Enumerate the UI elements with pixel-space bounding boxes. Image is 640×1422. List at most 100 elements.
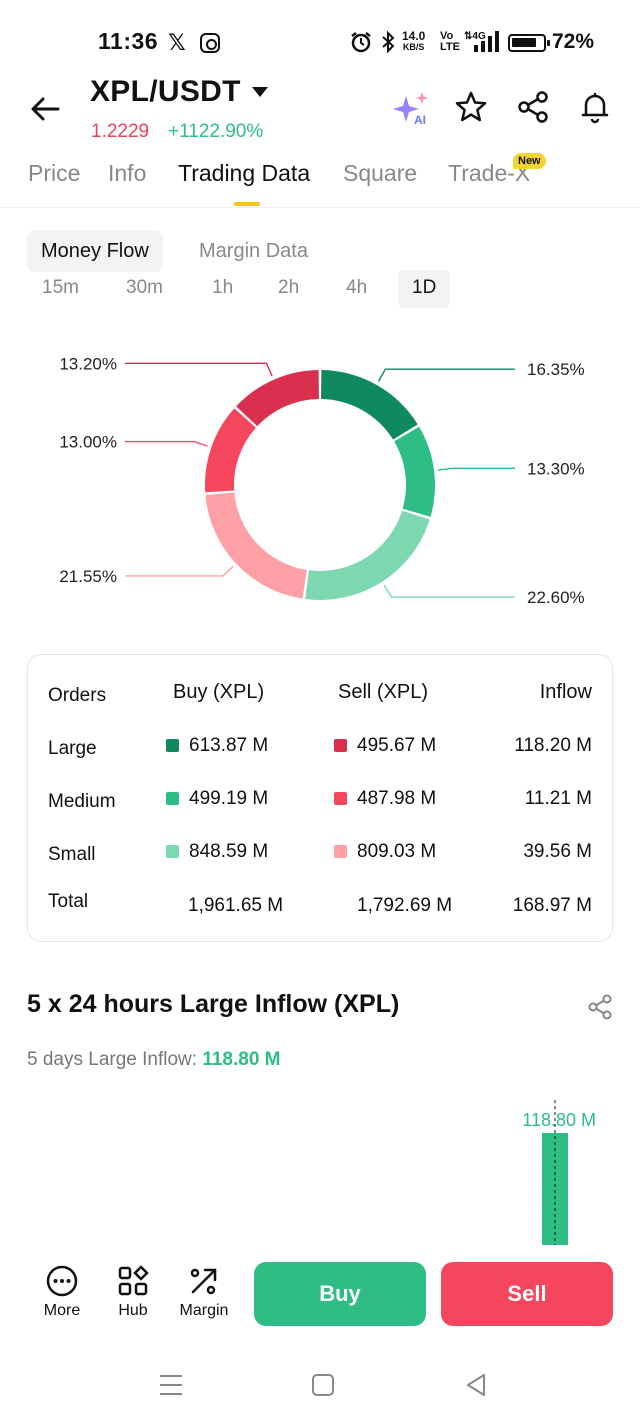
donut-slice-label: 13.20%	[59, 354, 117, 373]
new-badge: New	[513, 153, 546, 169]
alarm-icon	[351, 32, 371, 53]
tab-price[interactable]: Price	[28, 160, 81, 186]
battery-percent: 72%	[552, 30, 595, 53]
header-orders: Orders	[48, 685, 107, 706]
battery-icon	[508, 34, 550, 52]
row-small-inflow: 39.56 M	[523, 841, 592, 862]
row-small-label: Small	[48, 844, 96, 865]
row-small-buy: 848.59 M	[166, 841, 268, 863]
notification-bell-icon[interactable]	[578, 90, 612, 124]
svg-text:AI: AI	[414, 113, 426, 127]
margin-button[interactable]: Margin	[169, 1264, 239, 1320]
interval-30m[interactable]: 30m	[126, 277, 163, 298]
margin-icon	[190, 1268, 217, 1295]
donut-slice	[236, 370, 319, 427]
instagram-icon	[200, 33, 220, 53]
volte-bottom: LTE	[440, 41, 460, 53]
system-nav-bar	[0, 1352, 640, 1422]
system-back-icon[interactable]	[461, 1370, 491, 1400]
donut-slice-label: 21.55%	[59, 567, 117, 586]
favorite-star-icon[interactable]	[454, 90, 488, 124]
volte-indicator: Vo LTE	[440, 31, 460, 53]
buy-small-swatch	[166, 845, 179, 858]
more-label: More	[43, 1302, 81, 1319]
tab-trading-data[interactable]: Trading Data	[178, 160, 311, 186]
row-total-inflow: 168.97 M	[512, 895, 592, 916]
row-large-sell: 495.67 M	[334, 735, 436, 757]
header-divider	[0, 207, 640, 208]
last-price: 1.2229	[91, 121, 150, 142]
bottom-action-bar: More Hub Margin Buy Sell	[0, 1250, 640, 1340]
donut-leader-line	[437, 467, 515, 471]
pair-title[interactable]: XPL/USDT	[90, 75, 241, 108]
sell-medium-swatch	[334, 792, 347, 805]
row-small-sell-value: 809.03 M	[357, 841, 437, 862]
five-day-inflow-label: 5 days Large Inflow:	[27, 1049, 198, 1070]
row-medium-label: Medium	[48, 791, 116, 812]
large-inflow-title: 5 x 24 hours Large Inflow (XPL)	[27, 990, 400, 1018]
tab-info[interactable]: Info	[108, 160, 147, 186]
donut-leader-line	[125, 362, 273, 377]
interval-1d[interactable]: 1D	[398, 270, 451, 308]
money-flow-table: Orders Buy (XPL) Sell (XPL) Inflow Large…	[27, 654, 613, 942]
donut-slice-label: 16.35%	[527, 360, 585, 379]
back-arrow-icon[interactable]	[28, 92, 62, 126]
hub-icon	[118, 1265, 149, 1296]
interval-2h[interactable]: 2h	[278, 277, 300, 298]
row-medium-buy-value: 499.19 M	[189, 788, 269, 809]
recent-apps-icon[interactable]	[156, 1370, 186, 1400]
five-day-inflow-value: 118.80 M	[202, 1049, 281, 1070]
donut-slice	[205, 408, 256, 493]
share-icon[interactable]	[516, 90, 550, 124]
donut-leader-line	[125, 565, 234, 577]
donut-leader-line	[383, 584, 515, 598]
more-button[interactable]: More	[27, 1264, 97, 1320]
net-speed-unit: KB/S	[402, 42, 425, 52]
status-bar: 11:36 𝕏 14.0 KB/S Vo LTE ⇅4G 72%	[0, 0, 640, 80]
pair-dropdown-icon[interactable]	[252, 87, 268, 97]
row-large-buy-value: 613.87 M	[189, 735, 269, 756]
home-icon[interactable]	[308, 1370, 338, 1400]
share-icon[interactable]	[586, 993, 614, 1021]
status-time: 11:36	[98, 28, 159, 54]
row-large-inflow: 118.20 M	[514, 735, 592, 756]
donut-slice	[321, 370, 418, 440]
net-speed: 14.0 KB/S	[402, 30, 425, 53]
buy-medium-swatch	[166, 792, 179, 805]
header-sell: Sell (XPL)	[338, 681, 429, 703]
subtab-margin-data[interactable]: Margin Data	[199, 240, 308, 262]
header-inflow: Inflow	[539, 681, 592, 703]
donut-slice-label: 13.30%	[527, 459, 585, 478]
hub-button[interactable]: Hub	[98, 1264, 168, 1320]
row-large-buy: 613.87 M	[166, 735, 268, 757]
row-total-sell: 1,792.69 M	[357, 895, 453, 916]
money-flow-donut-chart: 16.35% 13.30% 22.60% 21.55% 13.00% 13.20%	[59, 354, 585, 607]
row-medium-sell: 487.98 M	[334, 788, 436, 810]
donut-leader-line	[377, 368, 515, 382]
interval-15m[interactable]: 15m	[42, 277, 79, 298]
buy-large-swatch	[166, 739, 179, 752]
volte-top: Vo	[440, 30, 454, 42]
donut-slice-label: 22.60%	[527, 588, 585, 607]
tab-square[interactable]: Square	[343, 160, 418, 186]
interval-4h[interactable]: 4h	[346, 277, 368, 298]
interval-1h[interactable]: 1h	[212, 277, 234, 298]
inflow-bar-label: 118.80 M	[522, 1110, 596, 1130]
row-small-sell: 809.03 M	[334, 841, 436, 863]
large-inflow-bar-chart: 118.80 M	[522, 1100, 596, 1245]
donut-slice	[394, 426, 435, 517]
active-tab-indicator	[234, 202, 260, 206]
svg-text:⇅4G: ⇅4G	[464, 31, 486, 42]
donut-slice-label: 13.00%	[59, 433, 117, 452]
row-medium-inflow: 11.21 M	[524, 788, 592, 809]
more-icon	[46, 1265, 78, 1297]
buy-button[interactable]: Buy	[254, 1262, 426, 1326]
hub-label: Hub	[118, 1302, 148, 1319]
donut-slice	[205, 492, 307, 599]
subtab-money-flow[interactable]: Money Flow	[27, 230, 163, 272]
sell-button[interactable]: Sell	[441, 1262, 613, 1326]
bluetooth-icon	[382, 30, 395, 54]
donut-slice	[305, 510, 430, 600]
ai-assistant-icon[interactable]: AI	[392, 90, 432, 130]
five-day-inflow: 5 days Large Inflow: 118.80 M	[27, 1049, 281, 1071]
